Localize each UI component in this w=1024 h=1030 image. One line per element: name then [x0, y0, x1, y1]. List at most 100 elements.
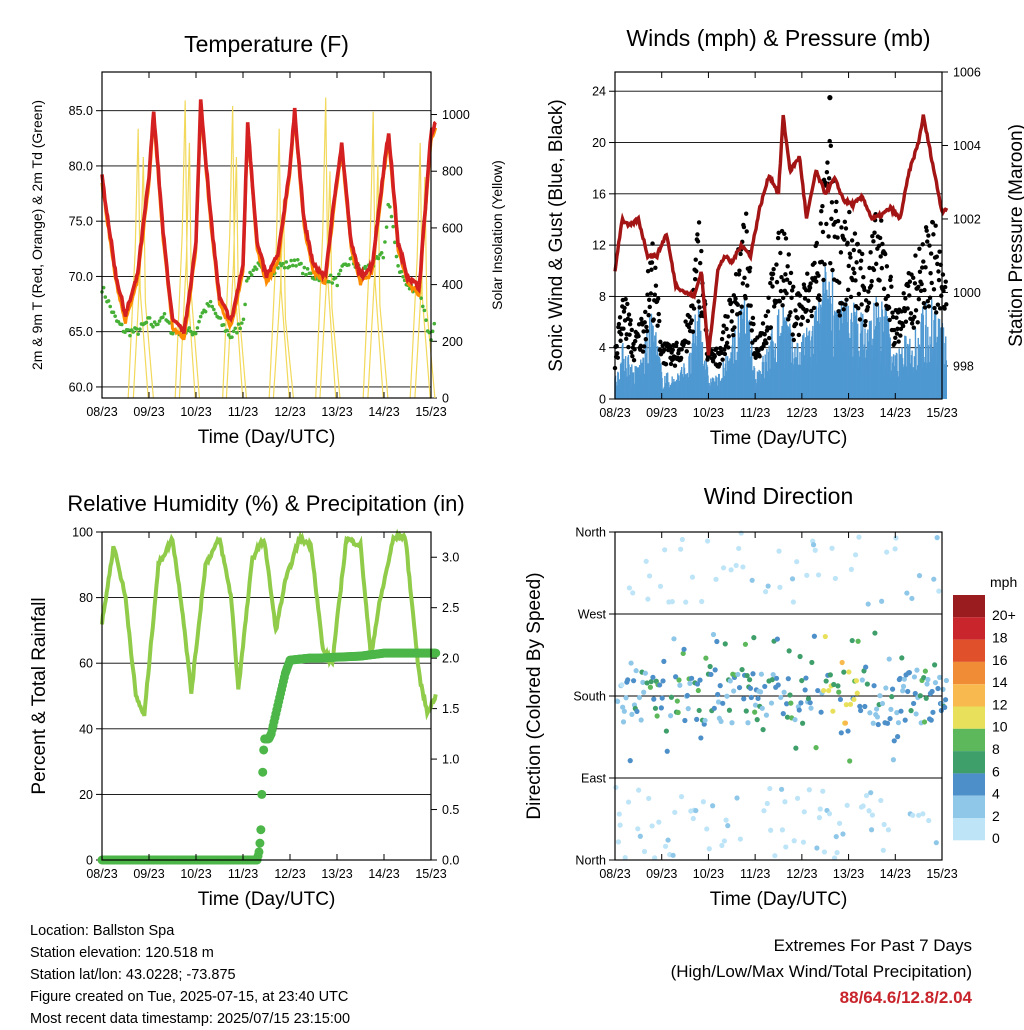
- dewpoint-point: [299, 261, 303, 266]
- gust-point: [919, 265, 925, 270]
- gust-point: [626, 344, 631, 350]
- temperature-xtick-label: 10/23: [180, 405, 211, 419]
- gust-point: [877, 278, 882, 283]
- direction-point: [841, 669, 847, 675]
- dewpoint-point: [212, 307, 216, 312]
- gust-point: [900, 323, 906, 329]
- gust-point: [905, 283, 911, 289]
- gust-point: [623, 296, 628, 302]
- gust-point: [779, 274, 784, 280]
- gust-point: [829, 200, 835, 205]
- humidity-ytick-label: 20: [79, 788, 93, 802]
- gust-point: [884, 264, 890, 269]
- gust-point: [638, 343, 643, 349]
- direction-point: [822, 633, 828, 640]
- gust-point: [879, 218, 884, 223]
- gust-point: [625, 301, 630, 307]
- dewpoint-point: [432, 321, 437, 326]
- gust-point: [834, 199, 839, 205]
- gust-point: [805, 271, 810, 276]
- gust-point: [760, 321, 766, 326]
- gust-point: [828, 143, 834, 149]
- dewpoint-point: [276, 266, 280, 270]
- gust-point: [905, 306, 910, 311]
- gust-point: [931, 287, 937, 292]
- direction-point: [762, 683, 768, 690]
- direction-point: [821, 849, 828, 855]
- direction-point: [895, 720, 902, 726]
- direction-point: [628, 660, 634, 666]
- legend-swatch: [953, 661, 985, 685]
- direction-point: [852, 552, 859, 558]
- direction-point: [693, 807, 699, 814]
- gust-point: [788, 270, 794, 276]
- direction-point: [616, 811, 622, 817]
- gust-point: [649, 260, 655, 265]
- gust-point: [829, 216, 834, 221]
- gust-point: [719, 350, 724, 356]
- direction-point: [680, 650, 686, 657]
- direction-point: [765, 583, 771, 589]
- extremes-legend: (High/Low/Max Wind/Total Precipitation): [670, 962, 972, 981]
- gust-point: [865, 304, 871, 310]
- direction-point: [921, 674, 927, 681]
- precip-point: [259, 745, 269, 755]
- temperature-xtick-label: 08/23: [86, 405, 117, 419]
- legend-title: mph: [990, 574, 1017, 590]
- direction-point: [892, 546, 898, 552]
- gust-point: [621, 309, 627, 314]
- direction-frame: [614, 531, 943, 861]
- direction-point: [863, 792, 870, 799]
- direction-point: [661, 658, 667, 664]
- dewpoint-point: [213, 311, 218, 316]
- direction-point: [770, 671, 776, 678]
- gust-point: [729, 308, 735, 314]
- winds-ytick-label-right: 1000: [953, 286, 981, 300]
- direction-point: [665, 837, 671, 843]
- direction-point: [874, 706, 880, 712]
- dewpoint-point: [388, 205, 392, 209]
- temperature-xlabel: Time (Day/UTC): [198, 427, 336, 448]
- gust-point: [657, 318, 662, 324]
- gust-point: [698, 260, 703, 266]
- gust-point: [695, 239, 701, 244]
- winds-xtick-label: 11/23: [740, 406, 770, 420]
- dewpoint-point: [430, 329, 435, 334]
- gust-point: [835, 218, 841, 224]
- gust-point: [790, 332, 795, 337]
- direction-point: [865, 601, 871, 607]
- dewpoint-point: [287, 264, 292, 269]
- direction-point: [659, 695, 665, 701]
- direction-point: [617, 822, 623, 828]
- dewpoint-point: [291, 263, 295, 268]
- gust-point: [731, 293, 737, 298]
- gust-point: [804, 308, 809, 313]
- direction-point: [817, 806, 823, 812]
- gust-point: [866, 289, 871, 294]
- dewpoint-point: [338, 268, 343, 273]
- direction-point: [878, 797, 884, 804]
- direction-point: [936, 588, 942, 594]
- dewpoint-point: [393, 240, 397, 245]
- direction-point: [913, 711, 919, 717]
- gust-point: [646, 297, 652, 303]
- direction-point: [634, 708, 640, 714]
- gust-point: [717, 361, 723, 367]
- dewpoint-point: [119, 322, 124, 327]
- gust-point: [913, 308, 919, 313]
- legend-swatch: [953, 595, 985, 618]
- direction-point: [704, 826, 710, 832]
- gust-point: [738, 251, 743, 257]
- gust-point: [783, 272, 788, 277]
- direction-point: [620, 704, 626, 710]
- gust-point: [931, 232, 936, 237]
- gust-point: [809, 308, 814, 314]
- direction-point: [738, 530, 744, 536]
- direction-point: [779, 827, 786, 833]
- direction-point: [894, 710, 900, 716]
- direction-point: [682, 717, 688, 724]
- direction-point: [940, 686, 946, 693]
- gust-point: [899, 309, 904, 314]
- gust-point: [907, 279, 913, 284]
